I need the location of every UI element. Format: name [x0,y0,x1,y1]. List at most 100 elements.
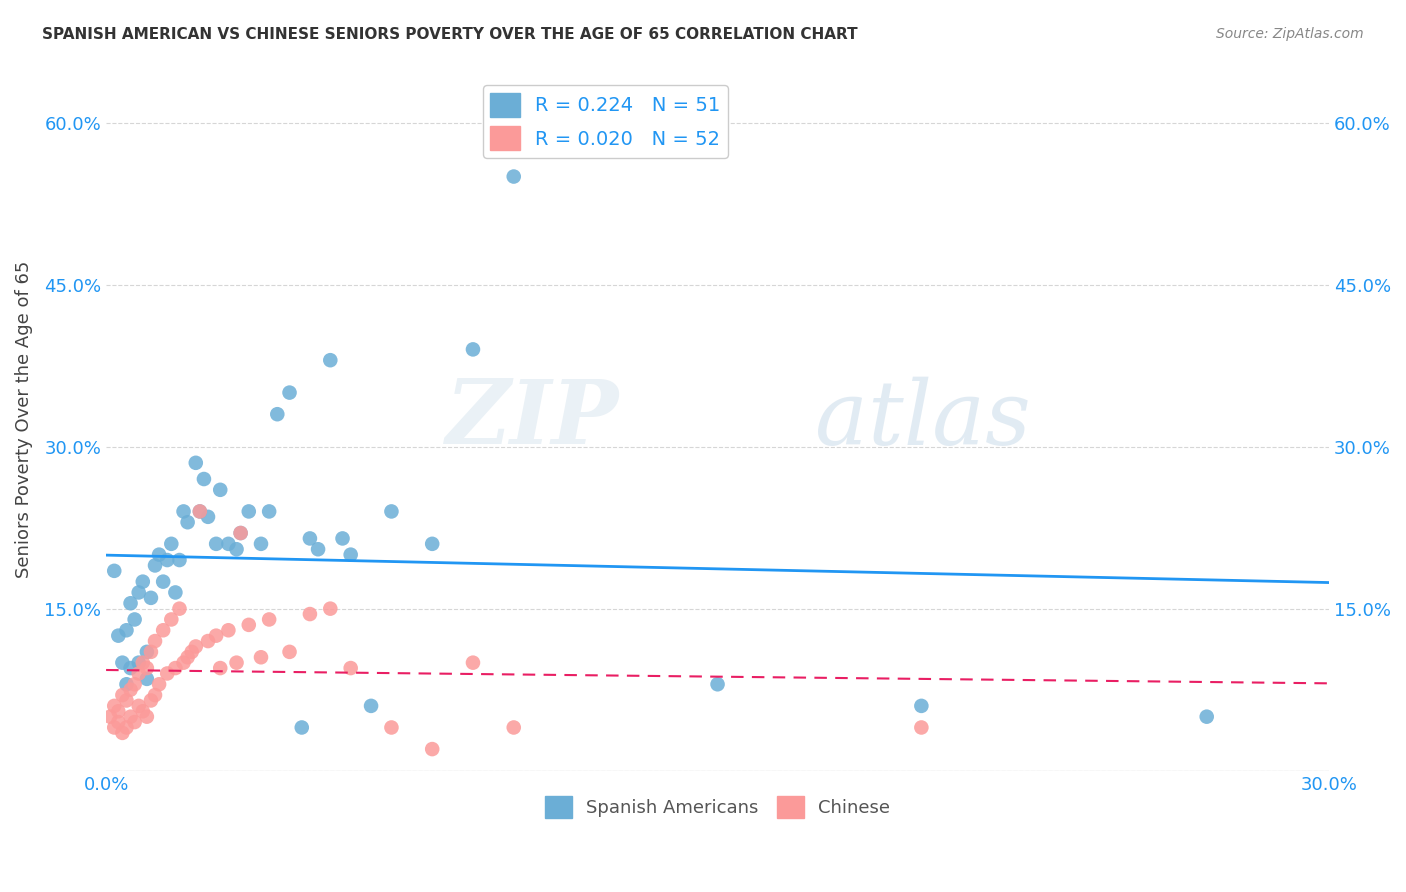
Point [139,693,162,707]
Point [139,645,162,659]
Point [332,532,354,546]
Point [135,661,157,675]
Point [128,698,150,713]
Y-axis label: Seniors Poverty Over the Age of 65: Seniors Poverty Over the Age of 65 [15,261,32,578]
Point [152,574,174,589]
Point [209,661,232,675]
Point [176,515,198,529]
Point [307,542,329,557]
Point [107,715,129,730]
Point [217,624,239,638]
Point [250,650,273,665]
Point [107,704,129,718]
Point [135,645,157,659]
Point [139,591,162,605]
Point [298,532,321,546]
Point [188,504,211,518]
Point [291,721,314,735]
Text: ZIP: ZIP [446,376,620,463]
Point [124,612,146,626]
Point [250,537,273,551]
Point [135,709,157,723]
Point [461,656,484,670]
Point [173,656,195,670]
Point [120,596,142,610]
Point [143,688,166,702]
Point [148,677,170,691]
Point [111,688,134,702]
Point [188,504,211,518]
Point [173,504,195,518]
Point [103,698,125,713]
Point [706,677,728,691]
Point [225,656,247,670]
Point [152,624,174,638]
Point [120,709,142,723]
Point [910,721,932,735]
Point [910,698,932,713]
Point [298,607,321,621]
Point [156,553,179,567]
Point [176,650,198,665]
Point [278,385,301,400]
Text: SPANISH AMERICAN VS CHINESE SENIORS POVERTY OVER THE AGE OF 65 CORRELATION CHART: SPANISH AMERICAN VS CHINESE SENIORS POVE… [42,27,858,42]
Point [420,742,443,756]
Point [339,548,361,562]
Point [238,504,260,518]
Point [217,537,239,551]
Point [111,726,134,740]
Legend: Spanish Americans, Chinese: Spanish Americans, Chinese [537,789,897,825]
Point [115,721,138,735]
Point [111,656,134,670]
Point [128,585,150,599]
Point [380,721,402,735]
Point [124,677,146,691]
Point [115,624,138,638]
Point [197,509,219,524]
Point [124,715,146,730]
Point [156,666,179,681]
Point [193,472,215,486]
Point [205,629,228,643]
Point [380,504,402,518]
Text: atlas: atlas [815,376,1031,463]
Point [115,693,138,707]
Point [360,698,382,713]
Point [160,612,183,626]
Point [148,548,170,562]
Point [197,634,219,648]
Point [103,721,125,735]
Point [169,553,191,567]
Point [128,666,150,681]
Point [420,537,443,551]
Point [160,537,183,551]
Point [209,483,232,497]
Point [98,709,121,723]
Point [103,564,125,578]
Point [180,645,202,659]
Point [205,537,228,551]
Point [184,456,207,470]
Point [132,574,155,589]
Text: Source: ZipAtlas.com: Source: ZipAtlas.com [1216,27,1364,41]
Point [225,542,247,557]
Point [319,601,342,615]
Point [169,601,191,615]
Point [120,661,142,675]
Point [120,682,142,697]
Point [107,629,129,643]
Point [135,672,157,686]
Point [257,612,280,626]
Point [461,343,484,357]
Point [143,558,166,573]
Point [229,526,252,541]
Point [502,721,524,735]
Point [238,618,260,632]
Point [184,640,207,654]
Point [229,526,252,541]
Point [115,677,138,691]
Point [339,661,361,675]
Point [132,656,155,670]
Point [128,656,150,670]
Point [502,169,524,184]
